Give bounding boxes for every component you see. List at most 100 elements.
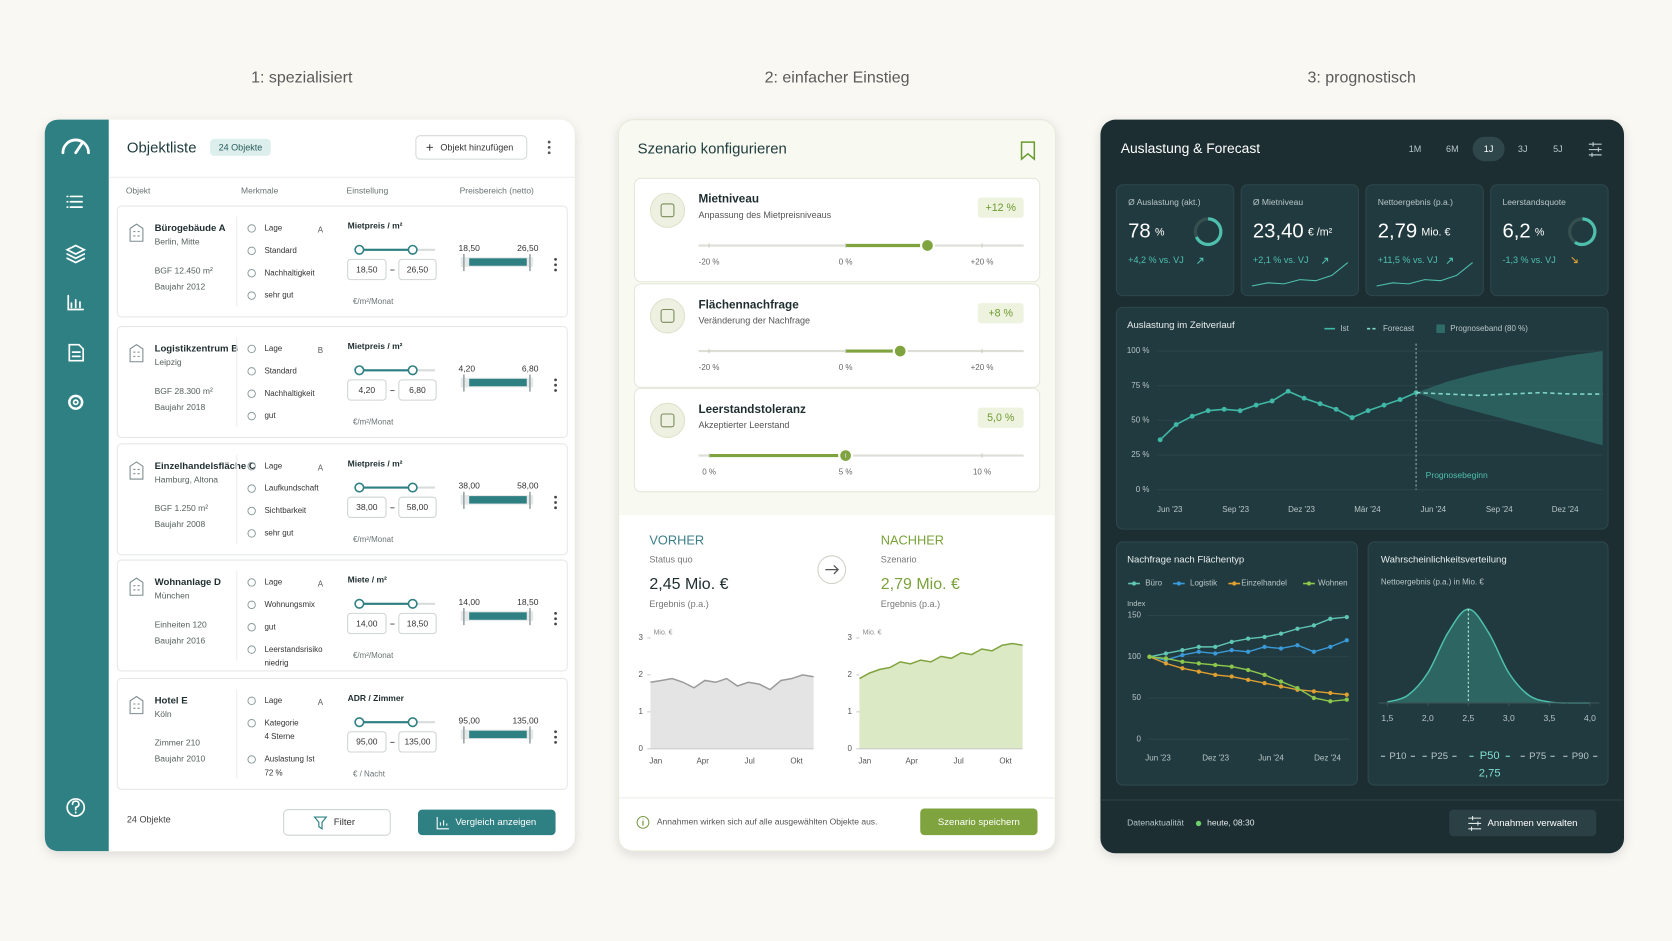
legend-label: Büro bbox=[1145, 579, 1162, 588]
range-max-label: 6,80 bbox=[522, 363, 539, 373]
object-row[interactable] bbox=[116, 205, 568, 318]
x-tick-label: Dez '24 bbox=[1314, 754, 1341, 763]
input-min[interactable] bbox=[347, 379, 387, 401]
x-tick-label: 2,5 bbox=[1462, 713, 1474, 723]
series-point bbox=[1295, 626, 1300, 631]
slider-knob[interactable] bbox=[892, 343, 908, 359]
y-axis-label: Mio. € bbox=[863, 629, 882, 636]
forecast-line bbox=[1416, 391, 1603, 397]
slider-knob[interactable] bbox=[407, 482, 418, 493]
x-tick-label: Jan bbox=[649, 757, 662, 766]
input-max-value: 6,80 bbox=[409, 385, 426, 395]
chart-title: Auslastung im Zeitverlauf bbox=[1127, 320, 1235, 331]
slider-knob[interactable] bbox=[407, 598, 418, 609]
actual-point bbox=[1221, 406, 1227, 412]
object-row[interactable] bbox=[116, 326, 568, 438]
feature-text: Nachhaltigkeit bbox=[264, 268, 315, 277]
input-max[interactable] bbox=[398, 731, 437, 753]
range-min-label: 14,00 bbox=[459, 597, 481, 607]
feature-text: Standard bbox=[264, 246, 296, 255]
actual-point bbox=[1381, 402, 1387, 408]
legend-swatch bbox=[1436, 324, 1445, 333]
range-min-label: 4,20 bbox=[459, 363, 476, 373]
feature-icon bbox=[247, 696, 256, 706]
unit: €/m²/Monat bbox=[353, 418, 394, 427]
slider-knob[interactable] bbox=[407, 365, 418, 376]
filter-button[interactable] bbox=[283, 809, 391, 836]
feature-text: sehr gut bbox=[264, 291, 294, 300]
kpi-number: 6,2 bbox=[1502, 221, 1530, 243]
object-row[interactable] bbox=[116, 443, 568, 556]
object-name: Einzelhandelsfläche C bbox=[155, 461, 256, 472]
compare-button[interactable] bbox=[418, 809, 556, 836]
feature-text: 72 % bbox=[264, 768, 282, 777]
grade: A bbox=[318, 698, 324, 707]
input-max[interactable] bbox=[398, 258, 437, 281]
annotation: Prognosebeginn bbox=[1426, 470, 1488, 480]
feature-icon bbox=[247, 411, 256, 421]
note: Annahmen wirken sich auf alle ausgewählt… bbox=[657, 817, 878, 827]
actual-point bbox=[1349, 415, 1355, 421]
input-max[interactable] bbox=[398, 612, 437, 635]
slider-knob[interactable] bbox=[920, 238, 935, 253]
x-tick-label: Okt bbox=[999, 757, 1012, 766]
kpi-value: 78% bbox=[1128, 221, 1165, 243]
object-row[interactable] bbox=[116, 677, 568, 790]
object-location: Hamburg, Altona bbox=[155, 474, 219, 484]
setting-label: Mietpreis / m² bbox=[348, 458, 403, 468]
slider-knob[interactable] bbox=[354, 717, 365, 728]
x-tick-label: Mär '24 bbox=[1354, 505, 1381, 514]
menu-dot bbox=[547, 140, 551, 144]
input-max[interactable] bbox=[398, 379, 437, 401]
series-point bbox=[1278, 646, 1284, 651]
manage-button[interactable] bbox=[1449, 809, 1597, 837]
y-tick-label: 0 bbox=[848, 744, 853, 753]
slider-knob[interactable] bbox=[354, 482, 365, 493]
series-point bbox=[1196, 661, 1201, 666]
compare-subheading: Status quo bbox=[649, 554, 692, 564]
series-point bbox=[1213, 662, 1218, 668]
input-min[interactable] bbox=[347, 496, 387, 518]
x-tick-label: 3,0 bbox=[1503, 713, 1515, 723]
y-tick-label: 150 bbox=[1128, 611, 1142, 620]
input-max[interactable] bbox=[398, 496, 437, 518]
x-tick-label: Jun '24 bbox=[1258, 754, 1284, 763]
compare-result-label: Ergebnis (p.a.) bbox=[881, 599, 940, 609]
slider-knob[interactable] bbox=[407, 244, 418, 255]
object-row[interactable] bbox=[116, 559, 568, 672]
input-min[interactable] bbox=[347, 258, 387, 281]
object-detail: Einheiten 120 bbox=[155, 619, 207, 629]
settings-icon[interactable] bbox=[1588, 142, 1602, 157]
kpi-change: +4,2 % vs. VJ bbox=[1128, 255, 1184, 265]
feature-icon bbox=[247, 506, 256, 516]
save-label: Szenario speichern bbox=[938, 817, 1020, 828]
column-heading: 2: einfacher Einstieg bbox=[765, 69, 910, 86]
series-point bbox=[1213, 672, 1218, 678]
slider-knob[interactable] bbox=[354, 244, 365, 255]
slider-knob[interactable] bbox=[354, 598, 365, 609]
series-point bbox=[1229, 664, 1234, 669]
input-min[interactable] bbox=[347, 731, 387, 753]
slider-knob[interactable] bbox=[407, 717, 418, 728]
slider-knob[interactable] bbox=[354, 365, 365, 376]
object-count: 24 Objekte bbox=[127, 815, 171, 825]
object-detail: BGF 12.450 m² bbox=[155, 265, 213, 275]
kpi-change: +2,1 % vs. VJ bbox=[1253, 255, 1309, 265]
input-max-value: 18,50 bbox=[407, 618, 429, 628]
feature-text: Lage bbox=[264, 461, 282, 470]
x-tick-label: Dez '24 bbox=[1552, 505, 1579, 514]
input-min[interactable] bbox=[347, 612, 387, 635]
panel-title: Auslastung & Forecast bbox=[1121, 140, 1261, 156]
kpi-trend-arrow bbox=[1571, 256, 1578, 264]
y-tick-label: 75 % bbox=[1131, 381, 1149, 390]
range-option: 1J bbox=[1484, 144, 1494, 154]
object-name: Hotel E bbox=[155, 695, 189, 706]
add-button[interactable] bbox=[415, 135, 528, 160]
save-button[interactable] bbox=[920, 808, 1038, 836]
range-min-label: 95,00 bbox=[459, 715, 481, 725]
menu-dot bbox=[554, 263, 557, 267]
slider-title: Flächennachfrage bbox=[698, 298, 799, 311]
series-point bbox=[1196, 644, 1201, 649]
kpi-number: 2,79 bbox=[1378, 221, 1417, 243]
bookmark-icon[interactable] bbox=[1020, 141, 1036, 161]
